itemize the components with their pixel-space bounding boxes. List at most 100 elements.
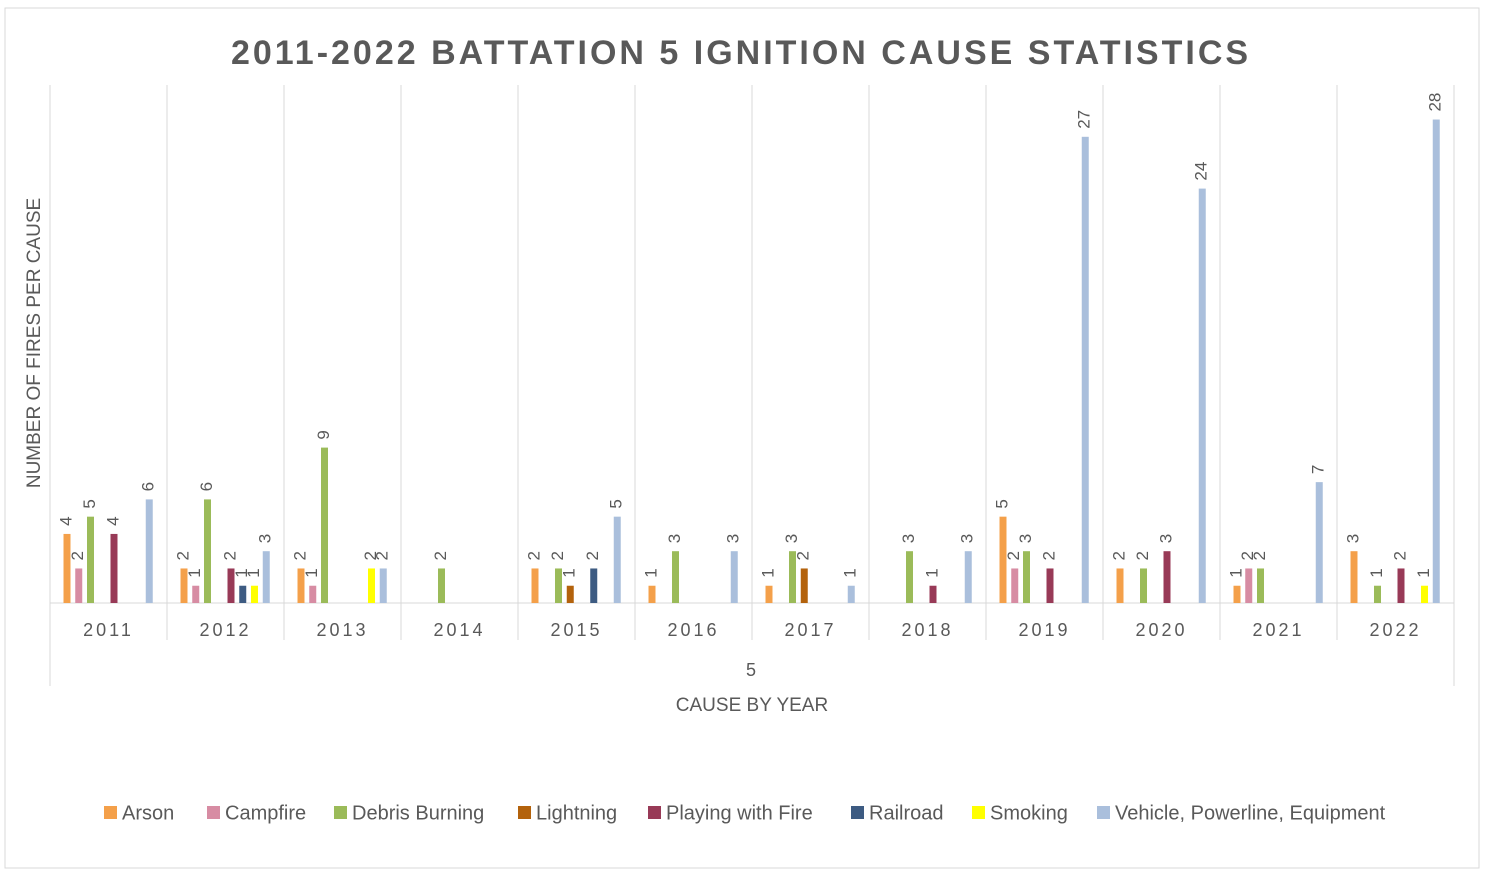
bar (204, 499, 211, 603)
x-tick-label: 2012 (199, 620, 251, 640)
bar (321, 447, 328, 603)
bar (800, 568, 808, 603)
bar (1046, 568, 1054, 603)
bar (555, 568, 562, 603)
bar (145, 499, 153, 603)
bar (1432, 119, 1440, 604)
bar (1233, 585, 1241, 603)
bar (590, 568, 598, 603)
data-label: 4 (56, 516, 75, 525)
data-label: 3 (256, 534, 275, 543)
data-label: 2 (173, 551, 192, 560)
data-label: 1 (1367, 568, 1386, 577)
legend-swatch (207, 806, 220, 819)
data-label: 2 (1133, 551, 1152, 560)
data-label: 1 (641, 568, 660, 577)
x-tick-label: 2014 (433, 620, 485, 640)
bar (297, 568, 305, 603)
bar (999, 516, 1007, 603)
bar (227, 568, 235, 603)
data-label: 3 (1016, 534, 1035, 543)
legend-label: Debris Burning (352, 802, 484, 824)
data-label: 2 (524, 551, 543, 560)
data-label: 3 (899, 534, 918, 543)
bar (180, 568, 188, 603)
data-label: 5 (80, 499, 99, 508)
x-tick-label: 2016 (667, 620, 719, 640)
bar (1163, 551, 1171, 603)
bar (929, 585, 937, 603)
x-axis-label: CAUSE BY YEAR (676, 695, 828, 716)
data-label: 2 (583, 551, 602, 560)
legend-label: Lightning (536, 802, 617, 824)
legend-swatch (1097, 806, 1110, 819)
legend-label: Campfire (225, 802, 306, 824)
bar (1397, 568, 1405, 603)
x-tick-label: 2021 (1252, 620, 1304, 640)
bar (75, 568, 83, 603)
bar (438, 568, 445, 603)
data-label: 27 (1075, 110, 1094, 129)
legend-swatch (648, 806, 661, 819)
legend-label: Arson (122, 802, 174, 824)
bar (87, 516, 94, 603)
data-label: 1 (841, 568, 860, 577)
bar (648, 585, 656, 603)
legend-swatch (851, 806, 864, 819)
legend-swatch (104, 806, 117, 819)
bar (789, 551, 796, 603)
bar (262, 551, 270, 603)
bar (1140, 568, 1147, 603)
bar (847, 585, 855, 603)
chart-title: 2011-2022 BATTATION 5 IGNITION CAUSE STA… (231, 34, 1251, 72)
data-label: 2 (548, 551, 567, 560)
bar (1421, 585, 1428, 603)
x-tick-label: 2013 (316, 620, 368, 640)
bar (1023, 551, 1030, 603)
bar (1245, 568, 1253, 603)
data-label: 2 (794, 551, 813, 560)
bar (1257, 568, 1264, 603)
legend-label: Smoking (990, 802, 1068, 824)
data-label: 7 (1309, 465, 1328, 474)
bar (1116, 568, 1124, 603)
legend-label: Railroad (869, 802, 943, 824)
data-label: 1 (1226, 568, 1245, 577)
data-label: 1 (232, 568, 251, 577)
data-label: 2 (1109, 551, 1128, 560)
data-label: 2 (220, 551, 239, 560)
bar (239, 585, 247, 603)
y-axis-label: NUMBER OF FIRES PER CAUSE (24, 198, 45, 488)
bar (964, 551, 972, 603)
data-label: 1 (244, 568, 263, 577)
data-label: 1 (560, 568, 579, 577)
data-label: 6 (197, 482, 216, 491)
data-label: 2 (431, 551, 450, 560)
bar (192, 585, 200, 603)
data-label: 2 (361, 551, 380, 560)
legend-swatch (518, 806, 531, 819)
bar (672, 551, 679, 603)
bar (1315, 482, 1323, 603)
bar (906, 551, 913, 603)
data-label: 3 (782, 534, 801, 543)
bar (1011, 568, 1019, 603)
bar (765, 585, 773, 603)
data-label: 4 (103, 516, 122, 525)
bar (379, 568, 387, 603)
data-label: 2 (1238, 551, 1257, 560)
data-label: 2 (373, 551, 392, 560)
bar (368, 568, 375, 603)
data-label: 6 (139, 482, 158, 491)
data-label: 2 (1004, 551, 1023, 560)
legend-swatch (334, 806, 347, 819)
data-label: 2 (68, 551, 87, 560)
data-label: 3 (958, 534, 977, 543)
bar (531, 568, 539, 603)
data-label: 9 (314, 430, 333, 439)
data-label: 24 (1192, 162, 1211, 181)
bar (730, 551, 738, 603)
data-label: 1 (758, 568, 777, 577)
x-tick-label: 2020 (1135, 620, 1187, 640)
